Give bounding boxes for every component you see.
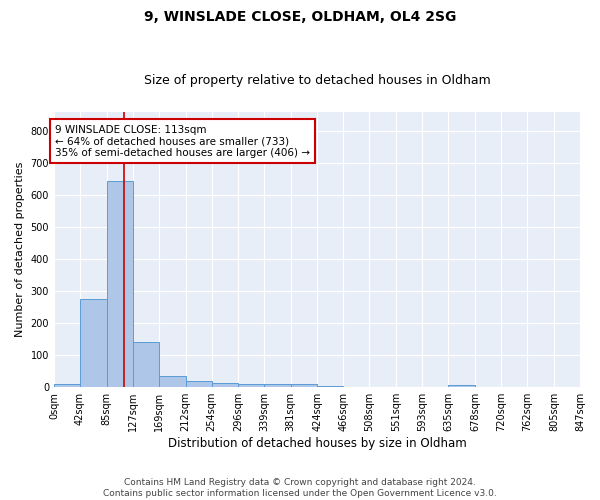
- Bar: [290, 384, 317, 387]
- Bar: [317, 386, 343, 387]
- Bar: [448, 384, 475, 387]
- Bar: [107, 180, 133, 387]
- X-axis label: Distribution of detached houses by size in Oldham: Distribution of detached houses by size …: [167, 437, 466, 450]
- Bar: [265, 384, 290, 387]
- Title: Size of property relative to detached houses in Oldham: Size of property relative to detached ho…: [143, 74, 490, 87]
- Bar: [238, 384, 265, 387]
- Bar: [212, 383, 238, 387]
- Bar: [54, 384, 80, 387]
- Text: 9 WINSLADE CLOSE: 113sqm
← 64% of detached houses are smaller (733)
35% of semi-: 9 WINSLADE CLOSE: 113sqm ← 64% of detach…: [55, 124, 310, 158]
- Bar: [133, 342, 159, 387]
- Bar: [80, 299, 107, 387]
- Text: 9, WINSLADE CLOSE, OLDHAM, OL4 2SG: 9, WINSLADE CLOSE, OLDHAM, OL4 2SG: [144, 10, 456, 24]
- Bar: [185, 381, 212, 387]
- Bar: [159, 376, 185, 387]
- Text: Contains HM Land Registry data © Crown copyright and database right 2024.
Contai: Contains HM Land Registry data © Crown c…: [103, 478, 497, 498]
- Y-axis label: Number of detached properties: Number of detached properties: [15, 162, 25, 337]
